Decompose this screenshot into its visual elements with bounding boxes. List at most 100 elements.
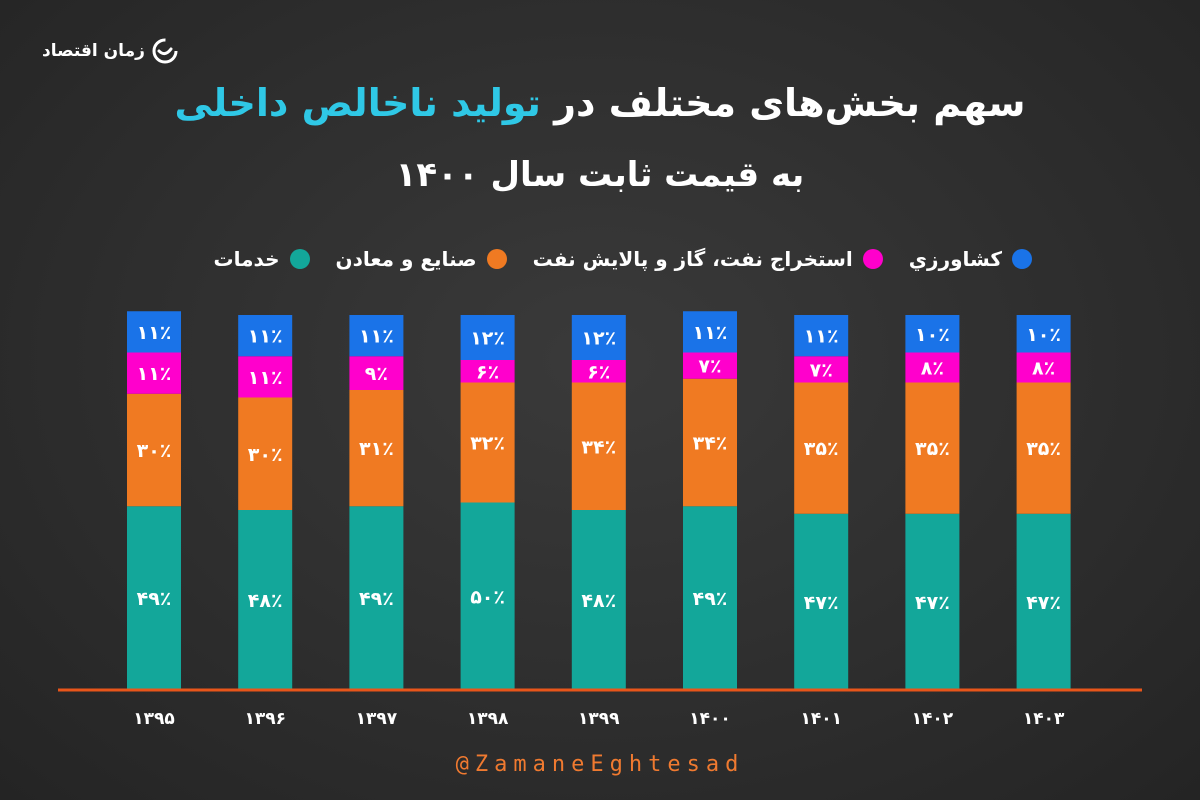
industry-segment bbox=[905, 382, 960, 514]
data-label: ۳۴٪ bbox=[693, 433, 728, 455]
x-tick-label: ۱۳۹۸ bbox=[467, 709, 509, 729]
data-label: ۳۵٪ bbox=[1026, 438, 1061, 460]
industry-segment bbox=[238, 397, 293, 510]
industry-segment bbox=[460, 382, 515, 503]
social-handle: @ZamaneEghtesad bbox=[455, 752, 745, 777]
data-label: ۷٪ bbox=[810, 359, 833, 381]
legend-label-services: خدمات bbox=[213, 247, 280, 271]
brand-name: زمان اقتصاد bbox=[42, 41, 145, 61]
data-label: ۱۱٪ bbox=[137, 363, 172, 385]
data-label: ۴۹٪ bbox=[693, 588, 728, 610]
data-label: ۴۸٪ bbox=[248, 590, 283, 612]
oil-segment bbox=[349, 356, 404, 390]
data-label: ۱۱٪ bbox=[693, 322, 728, 344]
data-label: ۱۱٪ bbox=[359, 326, 394, 348]
services-segment bbox=[1016, 513, 1071, 690]
chart-legend: کشاورزي استخراج نفت، گاز و پالایش نفت صن… bbox=[214, 242, 1032, 276]
legend-dot-services bbox=[289, 249, 310, 269]
chart-title-part: سهم بخش‌های مختلف در bbox=[540, 81, 1026, 125]
data-label: ۱۲٪ bbox=[470, 328, 505, 350]
agriculture-segment bbox=[238, 315, 293, 357]
legend-dot-agriculture bbox=[1012, 249, 1032, 269]
agriculture-segment bbox=[127, 311, 181, 353]
oil-segment bbox=[1016, 352, 1071, 383]
x-tick-label: ۱۳۹۵ bbox=[133, 709, 175, 729]
industry-segment bbox=[1016, 382, 1071, 514]
services-segment bbox=[238, 510, 293, 690]
agriculture-segment bbox=[349, 315, 404, 357]
x-tick-label: ۱۳۹۷ bbox=[356, 709, 398, 729]
data-label: ۴۷٪ bbox=[915, 592, 950, 614]
data-label: ۸٪ bbox=[921, 358, 944, 380]
industry-segment bbox=[683, 378, 737, 507]
data-label: ۳۰٪ bbox=[248, 444, 283, 466]
chart-title: سهم بخش‌های مختلف در تولید ناخالص داخلی bbox=[0, 78, 1200, 128]
legend-item-industry: صنایع و معادن bbox=[336, 247, 507, 271]
data-label: ۴۷٪ bbox=[1026, 592, 1061, 614]
data-label: ۳۰٪ bbox=[137, 440, 172, 462]
services-segment bbox=[794, 513, 849, 690]
oil-segment bbox=[905, 352, 960, 383]
data-label: ۳۵٪ bbox=[804, 438, 839, 460]
data-label: ۱۱٪ bbox=[804, 326, 839, 348]
data-label: ۷٪ bbox=[698, 356, 721, 378]
agriculture-segment bbox=[905, 315, 960, 353]
x-tick-label: ۱۳۹۶ bbox=[244, 709, 286, 729]
data-label: ۴۹٪ bbox=[359, 588, 394, 610]
data-label: ۳۱٪ bbox=[359, 438, 394, 460]
oil-segment bbox=[238, 356, 293, 398]
data-label: ۶٪ bbox=[476, 361, 499, 383]
legend-dot-industry bbox=[486, 249, 507, 269]
data-label: ۹٪ bbox=[365, 363, 388, 385]
industry-segment bbox=[349, 390, 404, 507]
legend-label-oil: استخراج نفت، گاز و پالایش نفت bbox=[532, 247, 853, 271]
data-label: ۴۷٪ bbox=[804, 592, 839, 614]
data-label: ۱۰٪ bbox=[915, 324, 950, 346]
data-label: ۴۹٪ bbox=[137, 588, 172, 610]
x-tick-label: ۱۴۰۰ bbox=[689, 709, 731, 729]
legend-item-services: خدمات bbox=[214, 247, 310, 271]
services-segment bbox=[571, 510, 626, 690]
oil-segment bbox=[794, 356, 849, 383]
x-tick-label: ۱۴۰۱ bbox=[800, 709, 842, 729]
legend-item-oil: استخراج نفت، گاز و پالایش نفت bbox=[533, 247, 883, 271]
x-tick-label: ۱۴۰۳ bbox=[1023, 709, 1065, 729]
oil-segment bbox=[127, 352, 181, 394]
data-label: ۱۱٪ bbox=[248, 367, 283, 389]
services-segment bbox=[349, 506, 404, 690]
data-label: ۳۵٪ bbox=[915, 438, 950, 460]
industry-segment bbox=[794, 382, 849, 514]
legend-dot-oil bbox=[862, 249, 883, 269]
data-label: ۸٪ bbox=[1032, 358, 1055, 380]
industry-segment bbox=[127, 393, 181, 507]
data-label: ۱۰٪ bbox=[1026, 324, 1061, 346]
services-segment bbox=[683, 506, 737, 690]
data-label: ۱۱٪ bbox=[248, 326, 283, 348]
x-tick-label: ۱۳۹۹ bbox=[578, 709, 620, 729]
agriculture-segment bbox=[1016, 315, 1071, 353]
oil-segment bbox=[571, 360, 626, 383]
data-label: ۴۸٪ bbox=[581, 590, 616, 612]
agriculture-segment bbox=[571, 315, 626, 360]
data-label: ۳۴٪ bbox=[581, 436, 616, 458]
data-label: ۵۰٪ bbox=[470, 586, 505, 608]
data-label: ۶٪ bbox=[587, 361, 610, 383]
data-label: ۱۱٪ bbox=[137, 322, 172, 344]
legend-label-industry: صنایع و معادن bbox=[335, 247, 477, 271]
services-segment bbox=[905, 513, 960, 690]
data-label: ۳۲٪ bbox=[470, 433, 505, 455]
brand-logo: زمان اقتصاد bbox=[42, 36, 179, 66]
services-segment bbox=[127, 506, 181, 690]
agriculture-segment bbox=[794, 315, 849, 357]
zaman-logo-icon bbox=[151, 37, 179, 65]
oil-segment bbox=[683, 352, 737, 379]
oil-segment bbox=[460, 360, 515, 383]
data-label: ۱۲٪ bbox=[581, 328, 616, 350]
chart-subtitle: به قیمت ثابت سال ۱۴۰۰ bbox=[395, 155, 805, 195]
agriculture-segment bbox=[683, 311, 737, 353]
services-segment bbox=[460, 502, 515, 690]
x-tick-label: ۱۴۰۲ bbox=[912, 709, 954, 729]
legend-item-agriculture: کشاورزي bbox=[909, 247, 1032, 271]
agriculture-segment bbox=[460, 315, 515, 360]
